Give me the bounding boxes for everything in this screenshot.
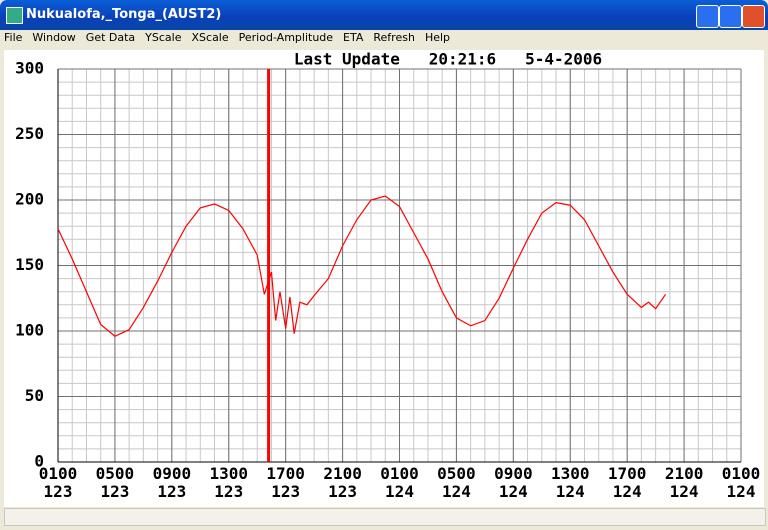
menu-item[interactable]: Refresh	[373, 31, 415, 44]
app-icon	[6, 7, 23, 24]
horizontal-scrollbar[interactable]	[4, 508, 766, 526]
x-tick-day: 123	[44, 482, 73, 501]
x-tick-label: 1300	[209, 464, 248, 483]
title-bar: Nukualofa,_Tonga_(AUST2)	[0, 0, 768, 30]
x-tick-day: 124	[499, 482, 528, 501]
y-tick-label: 100	[15, 321, 44, 340]
x-tick-label: 0100	[722, 464, 761, 483]
x-tick-label: 1700	[608, 464, 647, 483]
x-tick-day: 123	[214, 482, 243, 501]
y-tick-label: 50	[25, 386, 44, 405]
window-title: Nukualofa,_Tonga_(AUST2)	[26, 7, 222, 22]
menu-item[interactable]: ETA	[343, 31, 364, 44]
y-tick-label: 250	[15, 124, 44, 143]
x-tick-label: 1700	[266, 464, 305, 483]
menu-item[interactable]: Window	[32, 31, 76, 44]
menu-item[interactable]: Period-Amplitude	[238, 31, 334, 44]
x-tick-day: 123	[271, 482, 300, 501]
x-tick-day: 124	[670, 482, 699, 501]
x-tick-day: 123	[157, 482, 186, 501]
y-tick-label: 0	[34, 452, 44, 471]
maximize-button[interactable]	[719, 5, 742, 28]
x-tick-label: 0100	[380, 464, 419, 483]
data-line	[57, 195, 667, 337]
x-tick-day: 124	[556, 482, 585, 501]
menu-bar: File Window Get Data YScale XScale Period-Amp…	[4, 31, 460, 49]
x-tick-label: 0100	[39, 464, 78, 483]
x-tick-label: 2100	[665, 464, 704, 483]
x-tick-label: 1300	[551, 464, 590, 483]
x-tick-day: 123	[100, 482, 129, 501]
menu-item[interactable]: Get Data	[85, 31, 136, 44]
x-tick-label: 2100	[323, 464, 362, 483]
menu-item[interactable]: File	[4, 31, 23, 44]
x-tick-day: 124	[385, 482, 414, 501]
y-tick-label: 300	[15, 59, 44, 78]
x-tick-day: 124	[442, 482, 471, 501]
x-tick-label: 0900	[494, 464, 533, 483]
y-tick-label: 150	[15, 255, 44, 274]
chart-title: Last Update 20:21:6 5-4-2006	[294, 50, 602, 69]
menu-item[interactable]: Help	[424, 31, 451, 44]
menu-item[interactable]: YScale	[145, 31, 182, 44]
x-tick-label: 0500	[96, 464, 135, 483]
close-button[interactable]	[742, 5, 765, 28]
x-tick-day: 124	[613, 482, 642, 501]
x-tick-label: 0500	[437, 464, 476, 483]
minimize-button[interactable]	[696, 5, 719, 28]
y-tick-label: 200	[15, 190, 44, 209]
x-tick-day: 123	[328, 482, 357, 501]
x-tick-day: 124	[727, 482, 756, 501]
menu-item[interactable]: XScale	[191, 31, 229, 44]
x-tick-label: 0900	[153, 464, 192, 483]
